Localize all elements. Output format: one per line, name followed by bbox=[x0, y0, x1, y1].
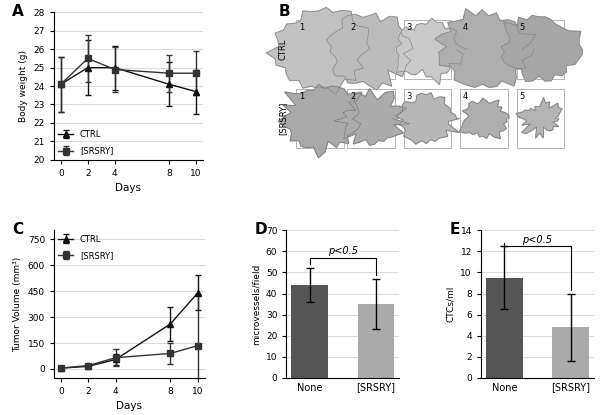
Polygon shape bbox=[395, 93, 460, 144]
Text: [SRSRY]: [SRSRY] bbox=[278, 102, 287, 135]
Polygon shape bbox=[501, 15, 583, 81]
FancyBboxPatch shape bbox=[404, 20, 451, 79]
Text: 5: 5 bbox=[520, 23, 525, 32]
X-axis label: Days: Days bbox=[116, 401, 142, 411]
Text: p<0.5: p<0.5 bbox=[328, 246, 358, 256]
FancyBboxPatch shape bbox=[296, 20, 344, 79]
Text: A: A bbox=[13, 4, 24, 19]
Text: 3: 3 bbox=[407, 23, 412, 32]
Y-axis label: CTCs/ml: CTCs/ml bbox=[446, 286, 455, 322]
Polygon shape bbox=[396, 18, 467, 85]
Bar bbox=[553, 327, 589, 378]
Polygon shape bbox=[266, 7, 370, 95]
Text: 5: 5 bbox=[520, 92, 525, 101]
Bar bbox=[292, 285, 328, 378]
Text: D: D bbox=[254, 222, 268, 237]
Polygon shape bbox=[334, 89, 410, 145]
Y-axis label: microvessels/field: microvessels/field bbox=[251, 264, 260, 345]
Bar bbox=[358, 304, 394, 378]
Text: 1: 1 bbox=[299, 23, 305, 32]
Polygon shape bbox=[326, 13, 413, 90]
FancyBboxPatch shape bbox=[517, 89, 564, 148]
Polygon shape bbox=[460, 98, 509, 139]
Text: B: B bbox=[278, 4, 290, 19]
Polygon shape bbox=[435, 9, 536, 88]
Text: C: C bbox=[12, 222, 23, 237]
FancyBboxPatch shape bbox=[460, 89, 508, 148]
X-axis label: Days: Days bbox=[115, 183, 142, 193]
FancyBboxPatch shape bbox=[347, 89, 395, 148]
Polygon shape bbox=[278, 84, 362, 158]
Y-axis label: Body weight (g): Body weight (g) bbox=[19, 50, 28, 122]
Text: 2: 2 bbox=[350, 23, 355, 32]
FancyBboxPatch shape bbox=[460, 20, 508, 79]
Text: CTRL: CTRL bbox=[278, 39, 287, 60]
Text: p<0.5: p<0.5 bbox=[523, 235, 553, 245]
FancyBboxPatch shape bbox=[296, 89, 344, 148]
FancyBboxPatch shape bbox=[347, 20, 395, 79]
Text: 1: 1 bbox=[299, 92, 305, 101]
Polygon shape bbox=[516, 98, 562, 138]
Bar bbox=[486, 278, 523, 378]
Y-axis label: Tumor Volume (mm³): Tumor Volume (mm³) bbox=[13, 256, 22, 352]
Text: 4: 4 bbox=[463, 92, 469, 101]
Text: E: E bbox=[449, 222, 460, 237]
FancyBboxPatch shape bbox=[517, 20, 564, 79]
Legend: CTRL, [SRSRY]: CTRL, [SRSRY] bbox=[58, 130, 113, 156]
Text: 2: 2 bbox=[350, 92, 355, 101]
Text: 3: 3 bbox=[407, 92, 412, 101]
Text: 4: 4 bbox=[463, 23, 469, 32]
Legend: CTRL, [SRSRY]: CTRL, [SRSRY] bbox=[58, 234, 113, 260]
FancyBboxPatch shape bbox=[404, 89, 451, 148]
